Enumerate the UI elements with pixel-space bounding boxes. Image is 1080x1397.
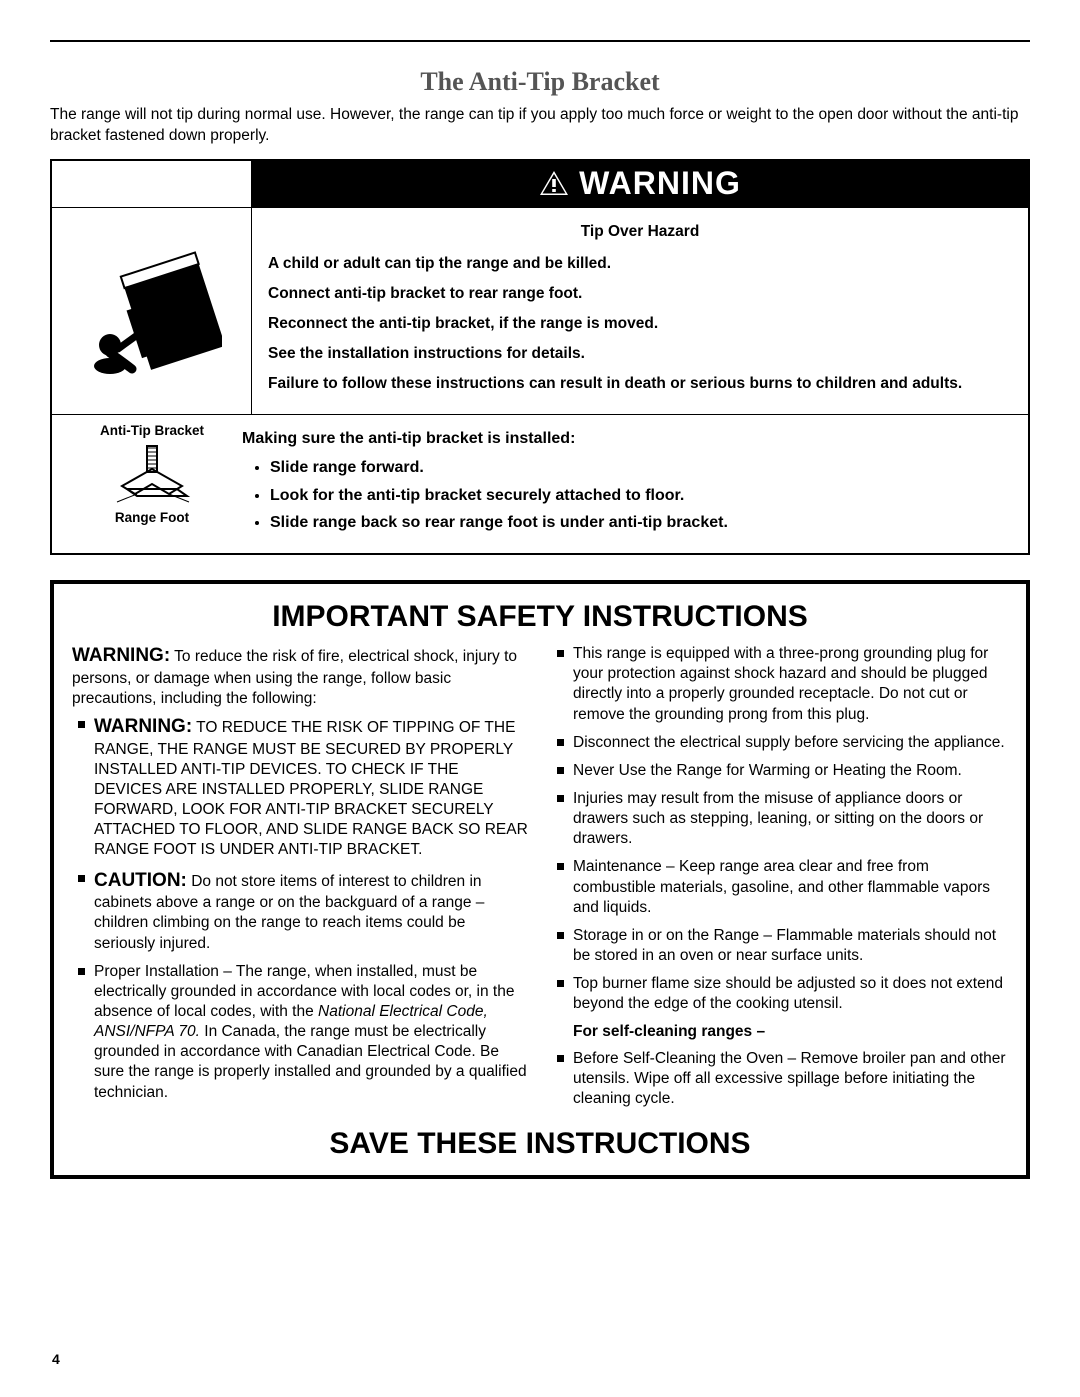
- install-text-cell: Making sure the anti-tip bracket is inst…: [242, 423, 1018, 539]
- col1-lead-label: WARNING:: [72, 645, 170, 666]
- col2-item-3: Injuries may result from the misuse of a…: [551, 789, 1008, 849]
- hazard-title: Tip Over Hazard: [268, 220, 1012, 244]
- hazard-line-2: Reconnect the anti-tip bracket, if the r…: [268, 312, 1012, 336]
- col2-item-6: Top burner flame size should be adjusted…: [551, 974, 1008, 1014]
- col1-item-0-text: TO REDUCE THE RISK OF TIPPING OF THE RAN…: [94, 719, 528, 858]
- safety-title: IMPORTANT SAFETY INSTRUCTIONS: [72, 600, 1008, 634]
- bracket-label-bottom: Range Foot: [62, 510, 242, 525]
- safety-col-2: This range is equipped with a three-pron…: [551, 644, 1008, 1117]
- col2-list-2: Before Self-Cleaning the Oven – Remove b…: [551, 1049, 1008, 1109]
- warning-triangle-icon: [539, 170, 569, 196]
- col1-list: WARNING: TO REDUCE THE RISK OF TIPPING O…: [72, 715, 529, 1103]
- col1-item-1: CAUTION: Do not store items of interest …: [72, 869, 529, 954]
- col2-item-0: This range is equipped with a three-pron…: [551, 644, 1008, 725]
- save-title: SAVE THESE INSTRUCTIONS: [72, 1127, 1008, 1161]
- install-bullet-1: Look for the anti-tip bracket securely a…: [270, 484, 1018, 509]
- warning-header-row: WARNING: [52, 161, 1028, 208]
- safety-box: IMPORTANT SAFETY INSTRUCTIONS WARNING: T…: [50, 580, 1030, 1179]
- install-bullet-2: Slide range back so rear range foot is u…: [270, 511, 1018, 536]
- col2-item-1: Disconnect the electrical supply before …: [551, 733, 1008, 753]
- install-lead: Making sure the anti-tip bracket is inst…: [242, 427, 1018, 452]
- bracket-diagram-cell: Anti-Tip Bracket Range Foot: [62, 423, 242, 539]
- intro-text: The range will not tip during normal use…: [50, 105, 1030, 147]
- page-number: 4: [52, 1351, 60, 1367]
- tipping-icon-cell: [52, 208, 252, 414]
- col1-item-1-label: CAUTION:: [94, 870, 187, 891]
- hazard-line-0: A child or adult can tip the range and b…: [268, 252, 1012, 276]
- hazard-line-4: Failure to follow these instructions can…: [268, 372, 1012, 396]
- col1-item-2: Proper Installation – The range, when in…: [72, 962, 529, 1103]
- col2-list: This range is equipped with a three-pron…: [551, 644, 1008, 1014]
- warning-banner: WARNING: [252, 161, 1028, 208]
- col1-item-0-label: WARNING:: [94, 716, 192, 737]
- hazard-line-1: Connect anti-tip bracket to rear range f…: [268, 282, 1012, 306]
- warning-banner-text: WARNING: [579, 165, 741, 202]
- hazard-line-3: See the installation instructions for de…: [268, 342, 1012, 366]
- safety-col-1: WARNING: To reduce the risk of fire, ele…: [72, 644, 529, 1117]
- install-bullet-0: Slide range forward.: [270, 456, 1018, 481]
- col2-item-4: Maintenance – Keep range area clear and …: [551, 857, 1008, 917]
- anti-tip-bracket-icon: [107, 444, 197, 504]
- install-bullets: Slide range forward. Look for the anti-t…: [242, 456, 1018, 536]
- col1-lead: WARNING: To reduce the risk of fire, ele…: [72, 644, 529, 709]
- safety-columns: WARNING: To reduce the risk of fire, ele…: [72, 644, 1008, 1117]
- col2-item-2: Never Use the Range for Warming or Heati…: [551, 761, 1008, 781]
- col2-subhead: For self-cleaning ranges –: [573, 1022, 1008, 1042]
- col1-item-0: WARNING: TO REDUCE THE RISK OF TIPPING O…: [72, 715, 529, 861]
- top-rule: [50, 40, 1030, 42]
- tipping-range-icon: [82, 241, 222, 381]
- col2-item-5: Storage in or on the Range – Flammable m…: [551, 926, 1008, 966]
- warning-box: WARNING Tip Over Hazard A child or adult…: [50, 159, 1030, 555]
- hazard-row: Tip Over Hazard A child or adult can tip…: [52, 208, 1028, 415]
- bracket-label-top: Anti-Tip Bracket: [62, 423, 242, 438]
- section-title: The Anti-Tip Bracket: [50, 67, 1030, 97]
- install-row: Anti-Tip Bracket Range Foot Making sure …: [52, 415, 1028, 553]
- hazard-text-cell: Tip Over Hazard A child or adult can tip…: [252, 208, 1028, 414]
- col2-item2-0: Before Self-Cleaning the Oven – Remove b…: [551, 1049, 1008, 1109]
